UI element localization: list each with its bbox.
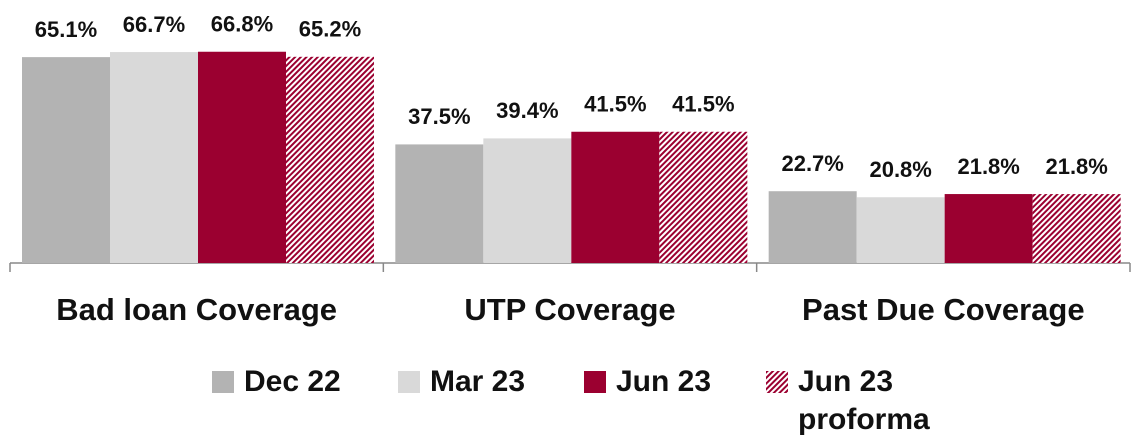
legend-swatch <box>584 371 606 393</box>
value-label: 65.1% <box>35 17 97 42</box>
x-tick-label: Bad loan Coverage <box>56 292 337 327</box>
bar <box>483 138 572 263</box>
bar <box>395 144 484 263</box>
legend-swatch <box>212 371 234 393</box>
bar <box>198 51 286 264</box>
legend-label: Mar 23 <box>430 365 526 398</box>
bar <box>571 131 660 263</box>
legend-label: Jun 23 <box>616 365 712 398</box>
legend-label: Dec 22 <box>244 365 341 398</box>
bar <box>22 57 110 264</box>
value-label: 22.7% <box>781 151 843 176</box>
value-label: 41.5% <box>672 92 734 117</box>
value-label: 66.7% <box>123 12 185 37</box>
value-label: 20.8% <box>869 157 931 182</box>
x-tick-label: UTP Coverage <box>464 292 675 327</box>
legend-swatch <box>398 371 420 393</box>
bar <box>1032 194 1121 263</box>
bar <box>110 52 198 263</box>
value-label: 39.4% <box>496 98 558 123</box>
value-label: 41.5% <box>584 92 646 117</box>
bar <box>944 194 1033 263</box>
legend-swatch <box>766 371 788 393</box>
bar <box>856 197 945 263</box>
value-label: 37.5% <box>408 104 470 129</box>
value-label: 21.8% <box>957 154 1019 179</box>
bar <box>286 56 374 264</box>
bar <box>768 191 857 263</box>
value-label: 66.8% <box>211 12 273 37</box>
value-label: 65.2% <box>299 17 361 42</box>
bar <box>659 131 748 263</box>
x-tick-label: Past Due Coverage <box>802 292 1085 327</box>
legend-label: Jun 23 proforma <box>798 365 930 436</box>
value-label: 21.8% <box>1045 154 1107 179</box>
